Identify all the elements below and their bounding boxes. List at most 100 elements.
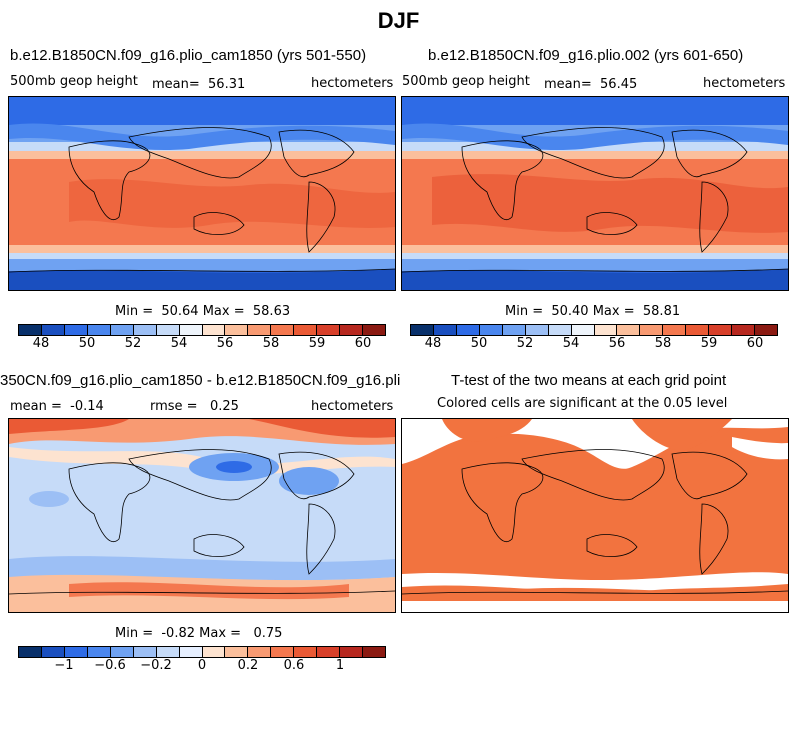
colorbar-swatch (502, 325, 526, 335)
panel-3-mean: mean = -0.14 (10, 399, 104, 414)
panel-2-map (401, 96, 789, 291)
colorbar-tick-label: −1 (54, 658, 74, 673)
colorbar-tick-label: 54 (170, 336, 188, 351)
colorbar-tick-label: 50 (470, 336, 488, 351)
colorbar-tick-label: 54 (562, 336, 580, 351)
colorbar-tick-label: 58 (262, 336, 280, 351)
colorbar-swatch (294, 325, 318, 335)
figure-title: DJF (377, 8, 420, 33)
colorbar-swatch (340, 647, 364, 657)
colorbar-swatch (179, 325, 203, 335)
colorbar-tick-label: 59 (700, 336, 718, 351)
panel-4-subtitle: Colored cells are significant at the 0.0… (437, 396, 728, 411)
colorbar-swatch (525, 325, 549, 335)
colorbar-tick-label: 60 (354, 336, 372, 351)
panel-2-contour-plot (402, 97, 788, 290)
colorbar-swatch (202, 647, 226, 657)
panel-2-colorbar (410, 324, 778, 336)
colorbar-swatch (225, 647, 249, 657)
colorbar-swatch (64, 647, 88, 657)
colorbar-swatch (133, 325, 157, 335)
colorbar-tick-label: 56 (216, 336, 234, 351)
colorbar-swatch (133, 647, 157, 657)
colorbar-tick-label: −0.6 (94, 658, 126, 673)
colorbar-swatch (41, 647, 65, 657)
colorbar-swatch (19, 325, 42, 335)
panel-3-title: 350CN.f09_g16.plio_cam1850 - b.e12.B1850… (0, 372, 400, 389)
colorbar-swatch (686, 325, 710, 335)
colorbar-swatch (110, 647, 134, 657)
colorbar-swatch (479, 325, 503, 335)
panel-4-title: T-test of the two means at each grid poi… (451, 372, 727, 389)
panel-3-colorbar (18, 646, 386, 658)
colorbar-swatch (225, 325, 249, 335)
colorbar-tick-label: 59 (308, 336, 326, 351)
panel-1-units: hectometers (311, 76, 394, 91)
colorbar-swatch (411, 325, 434, 335)
colorbar-swatch (271, 647, 295, 657)
colorbar-swatch (317, 647, 341, 657)
colorbar-tick-label: 52 (124, 336, 142, 351)
panel-3-map (8, 418, 396, 613)
panel-2-title: b.e12.B1850CN.f09_g16.plio.002 (yrs 601-… (428, 47, 744, 64)
colorbar-swatch (755, 325, 777, 335)
panel-1-colorbar (18, 324, 386, 336)
colorbar-tick-label: 48 (32, 336, 50, 351)
colorbar-swatch (179, 647, 203, 657)
panel-1-variable: 500mb geop height (10, 74, 138, 89)
colorbar-swatch (110, 325, 134, 335)
panel-3-min-max: Min = -0.82 Max = 0.75 (115, 626, 283, 641)
colorbar-swatch (64, 325, 88, 335)
colorbar-swatch (594, 325, 618, 335)
panel-2-variable: 500mb geop height (402, 74, 530, 89)
colorbar-swatch (340, 325, 364, 335)
colorbar-swatch (248, 647, 272, 657)
colorbar-swatch (548, 325, 572, 335)
colorbar-swatch (433, 325, 457, 335)
panel-1-title: b.e12.B1850CN.f09_g16.plio_cam1850 (yrs … (10, 47, 367, 64)
colorbar-swatch (156, 325, 180, 335)
colorbar-tick-label: −0.2 (140, 658, 172, 673)
colorbar-tick-label: 56 (608, 336, 626, 351)
panel-2-mean: mean= 56.45 (544, 77, 638, 92)
colorbar-tick-label: 48 (424, 336, 442, 351)
colorbar-swatch (87, 325, 111, 335)
panel-4-map (401, 418, 789, 613)
colorbar-swatch (41, 325, 65, 335)
colorbar-swatch (709, 325, 733, 335)
colorbar-tick-label: 0.6 (283, 658, 305, 673)
colorbar-swatch (456, 325, 480, 335)
colorbar-swatch (732, 325, 756, 335)
colorbar-tick-label: 0.2 (237, 658, 259, 673)
colorbar-swatch (363, 647, 385, 657)
colorbar-swatch (317, 325, 341, 335)
colorbar-tick-label: 0 (197, 658, 207, 673)
colorbar-tick-label: 1 (335, 658, 345, 673)
panel-2-min-max: Min = 50.40 Max = 58.81 (505, 304, 681, 319)
colorbar-tick-label: 50 (78, 336, 96, 351)
colorbar-swatch (248, 325, 272, 335)
colorbar-swatch (640, 325, 664, 335)
panel-1-min-max: Min = 50.64 Max = 58.63 (115, 304, 291, 319)
panel-3-contour-plot (9, 419, 395, 612)
panel-1-map (8, 96, 396, 291)
panel-2-units: hectometers (703, 76, 786, 91)
panel-3-rmse: rmse = 0.25 (150, 399, 239, 414)
colorbar-tick-label: 52 (516, 336, 534, 351)
panel-1-contour-plot (9, 97, 395, 290)
colorbar-swatch (363, 325, 385, 335)
colorbar-tick-label: 60 (746, 336, 764, 351)
colorbar-swatch (87, 647, 111, 657)
colorbar-swatch (156, 647, 180, 657)
colorbar-swatch (202, 325, 226, 335)
colorbar-swatch (663, 325, 687, 335)
colorbar-tick-label: 58 (654, 336, 672, 351)
colorbar-swatch (294, 647, 318, 657)
colorbar-swatch (571, 325, 595, 335)
panel-1-mean: mean= 56.31 (152, 77, 246, 92)
panel-3-units: hectometers (311, 399, 394, 414)
panel-4-significance-plot (402, 419, 788, 612)
colorbar-swatch (19, 647, 42, 657)
colorbar-swatch (617, 325, 641, 335)
colorbar-swatch (271, 325, 295, 335)
